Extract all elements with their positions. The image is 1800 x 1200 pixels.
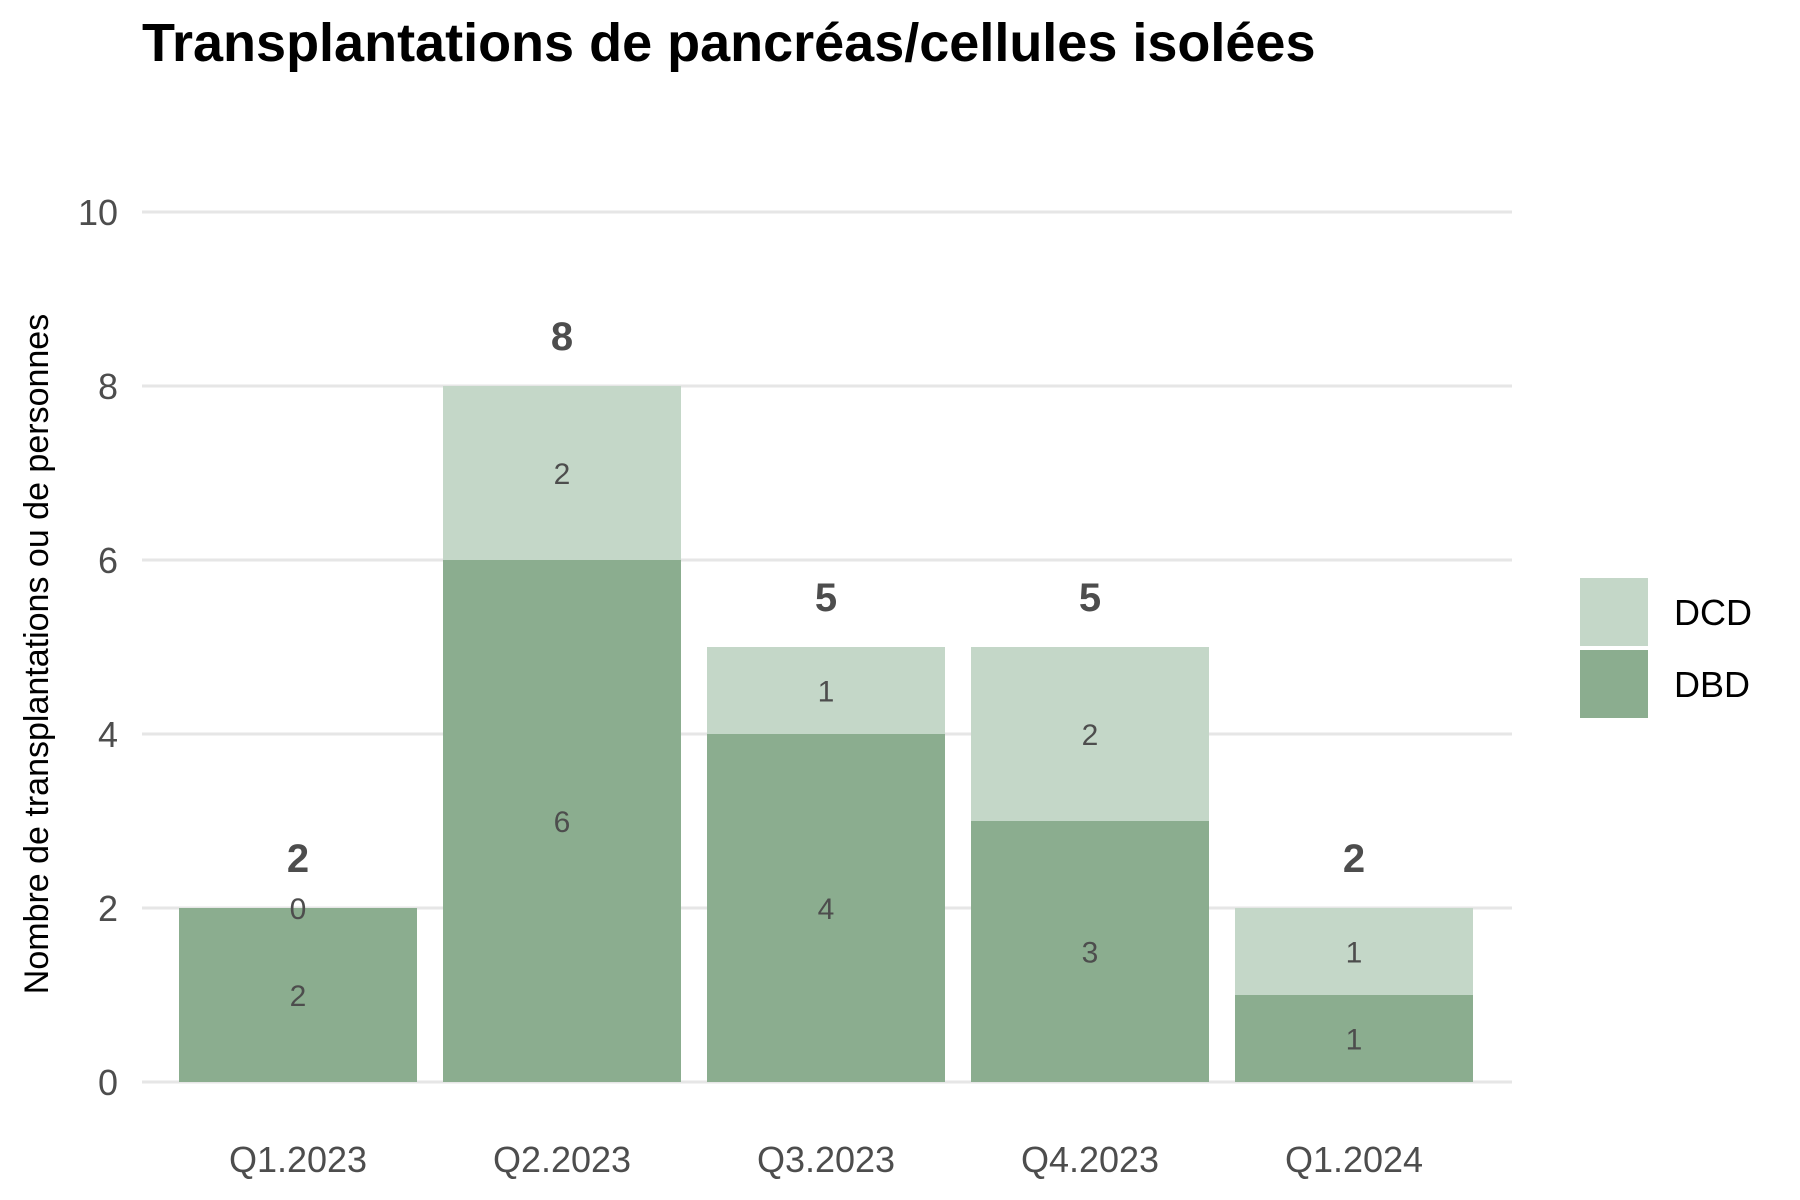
bar-dbd-Q2.2023 — [443, 560, 681, 1082]
segment-label-dbd-Q4.2023: 3 — [1082, 937, 1099, 970]
segment-label-dbd-Q3.2023: 4 — [818, 893, 835, 926]
legend: DCD DBD — [1580, 578, 1752, 718]
bar-dbd-Q1.2023 — [179, 908, 417, 1082]
y-axis-title: Nombre de transplantations ou de personn… — [18, 314, 56, 994]
bar-dcd-Q4.2023 — [971, 647, 1209, 821]
segment-label-dbd-Q1.2023: 2 — [290, 980, 307, 1013]
segment-label-dbd-Q1.2024: 1 — [1346, 1024, 1363, 1057]
legend-label-dbd: DBD — [1674, 664, 1750, 705]
chart-title: Transplantations de pancréas/cellules is… — [142, 13, 1316, 73]
segment-label-dcd-Q1.2023: 0 — [290, 893, 307, 926]
x-tick-label-Q1.2023: Q1.2023 — [229, 1139, 367, 1180]
bar-dcd-Q2.2023 — [443, 386, 681, 560]
y-tick-label-6: 6 — [98, 540, 118, 581]
y-tick-label-2: 2 — [98, 888, 118, 929]
x-tick-label-Q2.2023: Q2.2023 — [493, 1139, 631, 1180]
bar-dbd-Q3.2023 — [707, 734, 945, 1082]
total-label-Q2.2023: 8 — [551, 315, 573, 359]
y-tick-label-10: 10 — [78, 192, 118, 233]
bar-dcd-Q3.2023 — [707, 647, 945, 734]
x-tick-label-Q3.2023: Q3.2023 — [757, 1139, 895, 1180]
legend-swatch-dcd — [1580, 578, 1648, 646]
y-tick-label-8: 8 — [98, 366, 118, 407]
x-tick-label-Q4.2023: Q4.2023 — [1021, 1139, 1159, 1180]
legend-swatch-dbd — [1580, 650, 1648, 718]
segment-label-dcd-Q4.2023: 2 — [1082, 719, 1099, 752]
bars — [179, 386, 1473, 1082]
segment-label-dcd-Q1.2024: 1 — [1346, 937, 1363, 970]
x-axis-ticks: Q1.2023 Q2.2023 Q3.2023 Q4.2023 Q1.2024 — [229, 1139, 1423, 1180]
bar-dbd-Q1.2024 — [1235, 995, 1473, 1082]
segment-label-dcd-Q3.2023: 1 — [818, 676, 835, 709]
y-axis-ticks: 0 2 4 6 8 10 — [78, 192, 118, 1103]
y-tick-label-4: 4 — [98, 714, 118, 755]
total-label-Q1.2023: 2 — [287, 837, 309, 881]
data-labels: 2 0 2 6 2 8 4 1 5 3 2 5 1 1 2 — [287, 315, 1365, 1057]
total-label-Q1.2024: 2 — [1343, 837, 1365, 881]
bar-dbd-Q4.2023 — [971, 821, 1209, 1082]
total-label-Q4.2023: 5 — [1079, 576, 1101, 620]
bar-dcd-Q1.2024 — [1235, 908, 1473, 995]
total-label-Q3.2023: 5 — [815, 576, 837, 620]
legend-label-dcd: DCD — [1674, 592, 1752, 633]
segment-label-dbd-Q2.2023: 6 — [554, 806, 571, 839]
y-tick-label-0: 0 — [98, 1062, 118, 1103]
segment-label-dcd-Q2.2023: 2 — [554, 458, 571, 491]
x-tick-label-Q1.2024: Q1.2024 — [1285, 1139, 1423, 1180]
